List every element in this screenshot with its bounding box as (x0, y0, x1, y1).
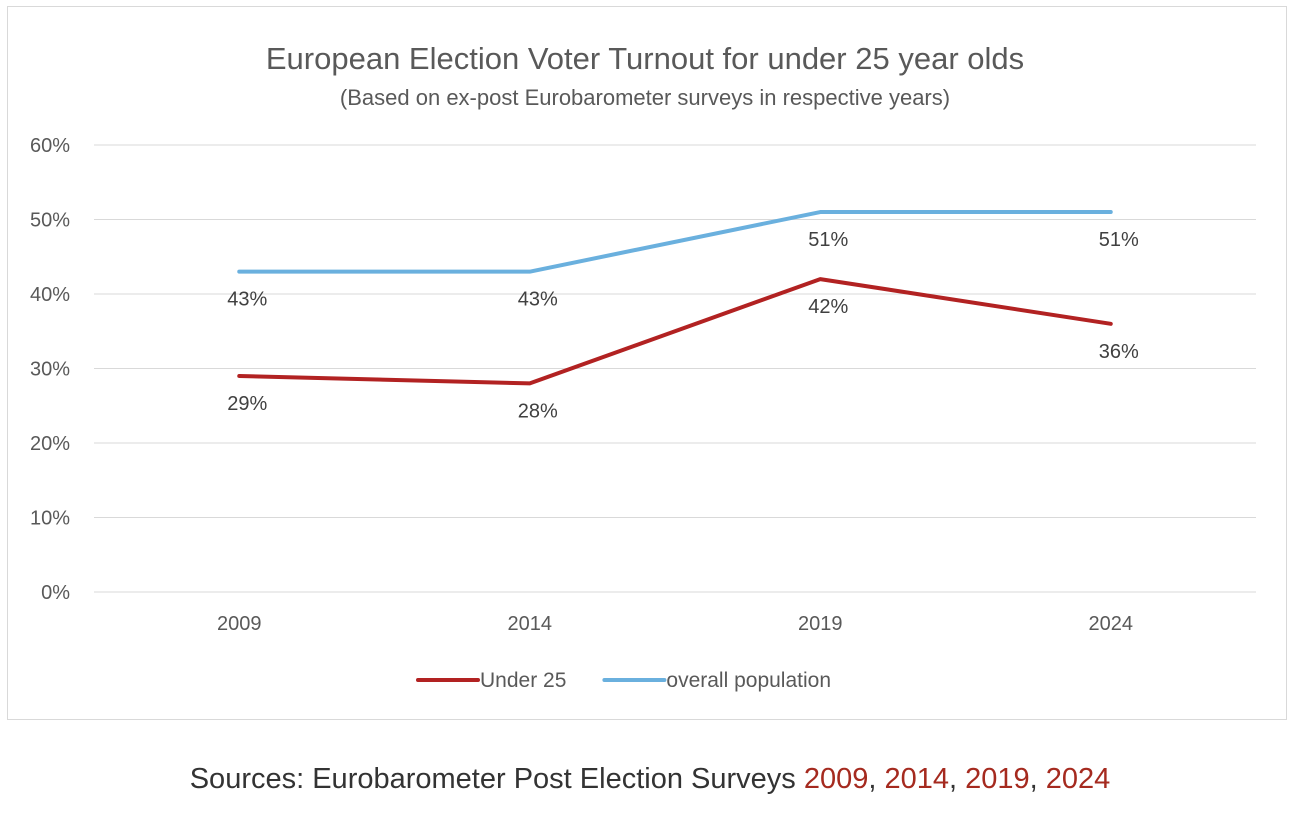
sources-separator: , (1029, 763, 1046, 795)
chart-area: European Election Voter Turnout for unde… (7, 6, 1287, 720)
data-label: 36% (1099, 341, 1139, 363)
data-label: 43% (518, 289, 558, 311)
data-labels: 29% 28% 42% 36% 43% 43% 51% 51% (227, 229, 1139, 422)
sources-caption: Sources: Eurobarometer Post Election Sur… (0, 763, 1300, 796)
chart-subtitle: (Based on ex-post Eurobarometer surveys … (340, 85, 950, 110)
data-label: 42% (808, 296, 848, 318)
y-tick-label: 50% (30, 210, 70, 232)
series-line (237, 210, 1113, 274)
y-tick-label: 30% (30, 359, 70, 381)
chart-title: European Election Voter Turnout for unde… (266, 41, 1024, 76)
x-tick-label: 2019 (798, 613, 843, 635)
x-axis-ticks: 2009 2014 2019 2024 (217, 613, 1133, 635)
series-line (237, 277, 1113, 386)
data-label: 43% (227, 289, 267, 311)
legend: Under 25 overall population (416, 669, 831, 692)
y-axis-ticks: 0% 10% 20% 30% 40% 50% 60% (30, 135, 70, 604)
source-link-2009[interactable]: 2009 (803, 763, 869, 795)
y-tick-label: 0% (41, 582, 70, 604)
data-label: 51% (808, 229, 848, 251)
legend-label: Under 25 (480, 669, 566, 692)
source-link-2019[interactable]: 2019 (965, 763, 1030, 795)
data-label: 28% (518, 400, 558, 422)
series-lines (237, 210, 1113, 386)
sources-prefix: Sources: Eurobarometer Post Election Sur… (189, 763, 804, 795)
x-tick-label: 2009 (217, 613, 262, 635)
gridlines (94, 144, 1256, 593)
x-tick-label: 2014 (508, 613, 553, 635)
source-link-2014[interactable]: 2014 (884, 763, 949, 795)
y-tick-label: 20% (30, 433, 70, 455)
data-label: 51% (1099, 229, 1139, 251)
legend-label: overall population (666, 669, 831, 692)
y-tick-label: 40% (30, 284, 70, 306)
x-tick-label: 2024 (1089, 613, 1134, 635)
y-tick-label: 60% (30, 135, 70, 157)
y-tick-label: 10% (30, 508, 70, 530)
line-chart: European Election Voter Turnout for unde… (30, 41, 1256, 692)
source-link-2024[interactable]: 2024 (1045, 763, 1111, 795)
sources-separator: , (868, 763, 885, 795)
sources-separator: , (949, 763, 966, 795)
data-label: 29% (227, 393, 267, 415)
